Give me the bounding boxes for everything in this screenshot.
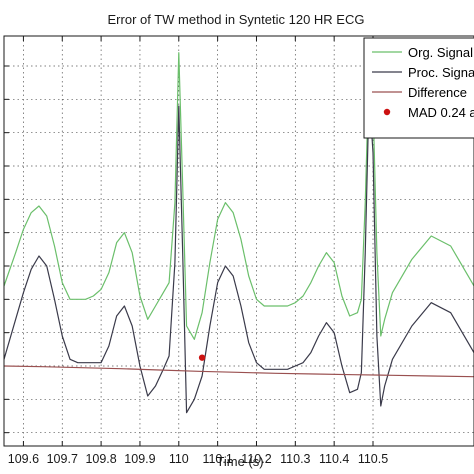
point-markers — [198, 354, 206, 361]
legend: Org. Signal Proc. Signal Difference MAD … — [363, 37, 474, 139]
legend-label-mad: MAD 0.24 a — [408, 105, 474, 120]
axis-ticks — [4, 36, 374, 446]
series-lines — [3, 52, 474, 414]
org-signal-line — [3, 52, 474, 340]
difference-line — [3, 365, 474, 378]
x-tick-label: 109.7 — [47, 452, 78, 466]
plot-frame — [3, 35, 474, 447]
x-tick-label: 110.5 — [358, 452, 388, 466]
x-tick-label: 109.8 — [85, 452, 116, 466]
legend-label-diff: Difference — [408, 85, 467, 100]
legend-label-org: Org. Signal — [408, 45, 473, 60]
x-tick-label: 110.4 — [319, 452, 349, 466]
proc-signal-line — [3, 92, 474, 414]
x-tick-label: 110.1 — [202, 452, 232, 466]
legend-box — [363, 37, 474, 139]
x-tick-labels: 109.6 109.7 109.8 109.9 110 110.1 110.2 110.3 11… — [8, 452, 388, 466]
x-axis-label: Time (s) — [216, 454, 263, 469]
x-tick-label: 110.3 — [280, 452, 310, 466]
chart-title: Error of TW method in Syntetic 120 HR EC… — [108, 12, 365, 27]
legend-swatch-mad — [383, 108, 391, 116]
x-tick-label: 110 — [169, 452, 189, 466]
legend-label-proc: Proc. Signal — [408, 65, 474, 80]
mad-marker — [198, 354, 206, 361]
x-tick-label: 109.6 — [8, 452, 39, 466]
x-tick-label: 110.2 — [241, 452, 271, 466]
x-tick-label: 109.9 — [124, 452, 155, 466]
